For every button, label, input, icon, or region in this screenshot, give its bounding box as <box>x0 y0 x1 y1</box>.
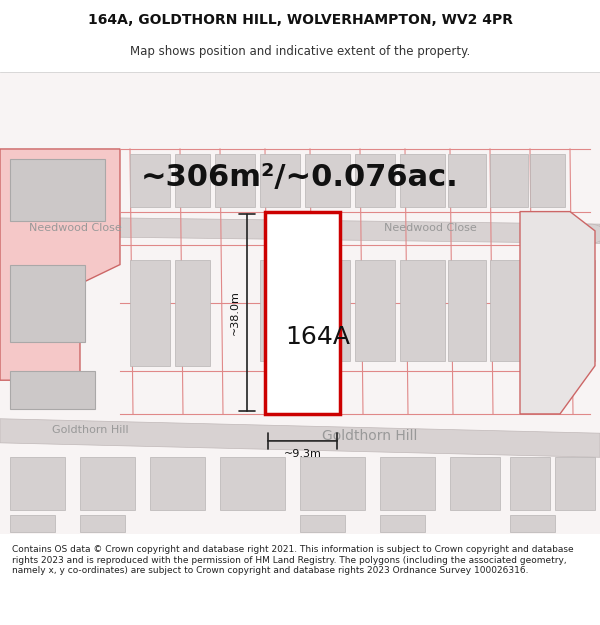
Bar <box>448 154 486 207</box>
Text: ~9.3m: ~9.3m <box>284 449 322 459</box>
Text: Needwood Close: Needwood Close <box>29 223 121 233</box>
Bar <box>380 458 435 510</box>
Bar <box>265 212 340 414</box>
Bar <box>130 154 170 207</box>
Text: Needwood Close: Needwood Close <box>383 223 476 233</box>
Bar <box>305 260 350 361</box>
Text: 164A, GOLDTHORN HILL, WOLVERHAMPTON, WV2 4PR: 164A, GOLDTHORN HILL, WOLVERHAMPTON, WV2… <box>88 13 512 27</box>
Bar <box>400 260 445 361</box>
Text: ~306m²/~0.076ac.: ~306m²/~0.076ac. <box>141 163 459 192</box>
Bar <box>490 260 528 361</box>
Ellipse shape <box>575 224 600 243</box>
Bar <box>10 515 55 532</box>
Bar <box>150 458 205 510</box>
Bar <box>10 458 65 510</box>
Text: 164A: 164A <box>285 325 350 349</box>
Bar <box>300 458 365 510</box>
Polygon shape <box>0 149 120 380</box>
Text: Contains OS data © Crown copyright and database right 2021. This information is : Contains OS data © Crown copyright and d… <box>12 545 574 575</box>
Bar <box>530 154 565 207</box>
Bar <box>215 154 255 207</box>
Text: ~38.0m: ~38.0m <box>230 291 240 335</box>
Bar <box>10 264 85 342</box>
Text: Goldthorn Hill: Goldthorn Hill <box>52 425 128 435</box>
Bar <box>380 515 425 532</box>
Text: Goldthorn Hill: Goldthorn Hill <box>322 429 418 443</box>
Bar <box>175 154 210 207</box>
Bar <box>400 154 445 207</box>
Bar <box>300 515 345 532</box>
Bar <box>220 458 285 510</box>
Bar <box>530 260 595 361</box>
Bar <box>10 371 95 409</box>
Bar <box>80 515 125 532</box>
Text: Map shows position and indicative extent of the property.: Map shows position and indicative extent… <box>130 45 470 58</box>
Bar <box>355 154 395 207</box>
Polygon shape <box>520 212 595 414</box>
Bar <box>260 260 300 361</box>
Polygon shape <box>0 216 600 243</box>
Bar <box>305 154 350 207</box>
Bar <box>450 458 500 510</box>
Bar <box>10 159 105 221</box>
Bar <box>510 458 550 510</box>
Bar <box>490 154 528 207</box>
Bar <box>448 260 486 361</box>
Bar <box>510 515 555 532</box>
Bar <box>130 260 170 366</box>
Bar <box>80 458 135 510</box>
Bar <box>555 458 595 510</box>
Bar <box>355 260 395 361</box>
Polygon shape <box>0 419 600 457</box>
Bar <box>175 260 210 366</box>
Bar <box>260 154 300 207</box>
